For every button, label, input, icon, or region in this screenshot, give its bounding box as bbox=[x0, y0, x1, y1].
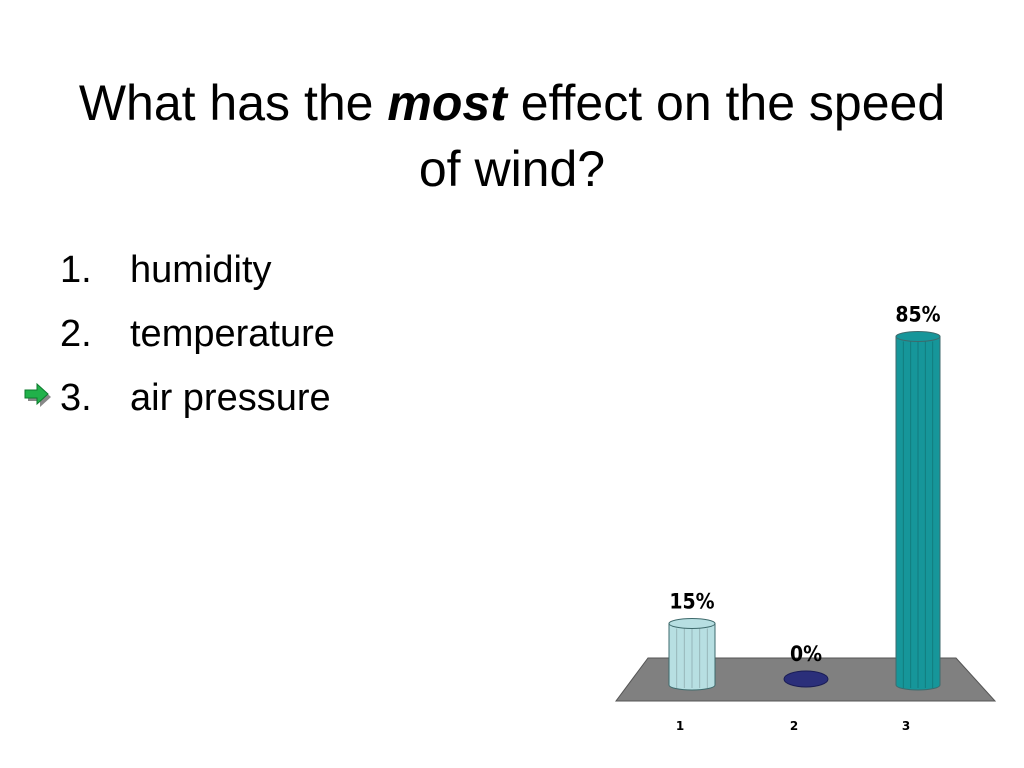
data-label-2: 0% bbox=[790, 642, 822, 666]
answer-label: humidity bbox=[130, 249, 272, 291]
bar-3 bbox=[895, 331, 941, 691]
answer-item-3[interactable]: 3. air pressure bbox=[24, 366, 335, 430]
answer-list: 1. humidity 2. temperature 3. air pressu… bbox=[24, 238, 335, 430]
bar-chart: 15% 1 0% 2 85% 3 bbox=[615, 303, 997, 733]
title-post: effect on the speed of wind? bbox=[418, 75, 946, 197]
x-tick-label-2: 2 bbox=[790, 719, 798, 733]
data-label-1: 15% bbox=[669, 590, 714, 614]
green-arrow-icon bbox=[24, 382, 51, 407]
answer-item-1[interactable]: 1. humidity bbox=[60, 238, 335, 302]
bar-1 bbox=[668, 618, 716, 691]
answer-label: temperature bbox=[130, 313, 335, 355]
title-emphasis: most bbox=[387, 75, 507, 131]
slide-title: What has the most effect on the speed of… bbox=[60, 70, 964, 202]
answer-number: 1. bbox=[60, 249, 92, 291]
results-chart: 15% 1 0% 2 85% 3 bbox=[600, 220, 1010, 740]
bar-2 bbox=[783, 670, 829, 688]
answer-label: air pressure bbox=[130, 377, 331, 419]
data-label-3: 85% bbox=[895, 303, 940, 327]
x-tick-label-1: 1 bbox=[676, 719, 684, 733]
answer-number: 3. bbox=[60, 377, 92, 419]
answer-number: 2. bbox=[60, 313, 92, 355]
x-tick-label-3: 3 bbox=[902, 719, 910, 733]
answer-item-2[interactable]: 2. temperature bbox=[60, 302, 335, 366]
title-pre: What has the bbox=[78, 75, 374, 131]
